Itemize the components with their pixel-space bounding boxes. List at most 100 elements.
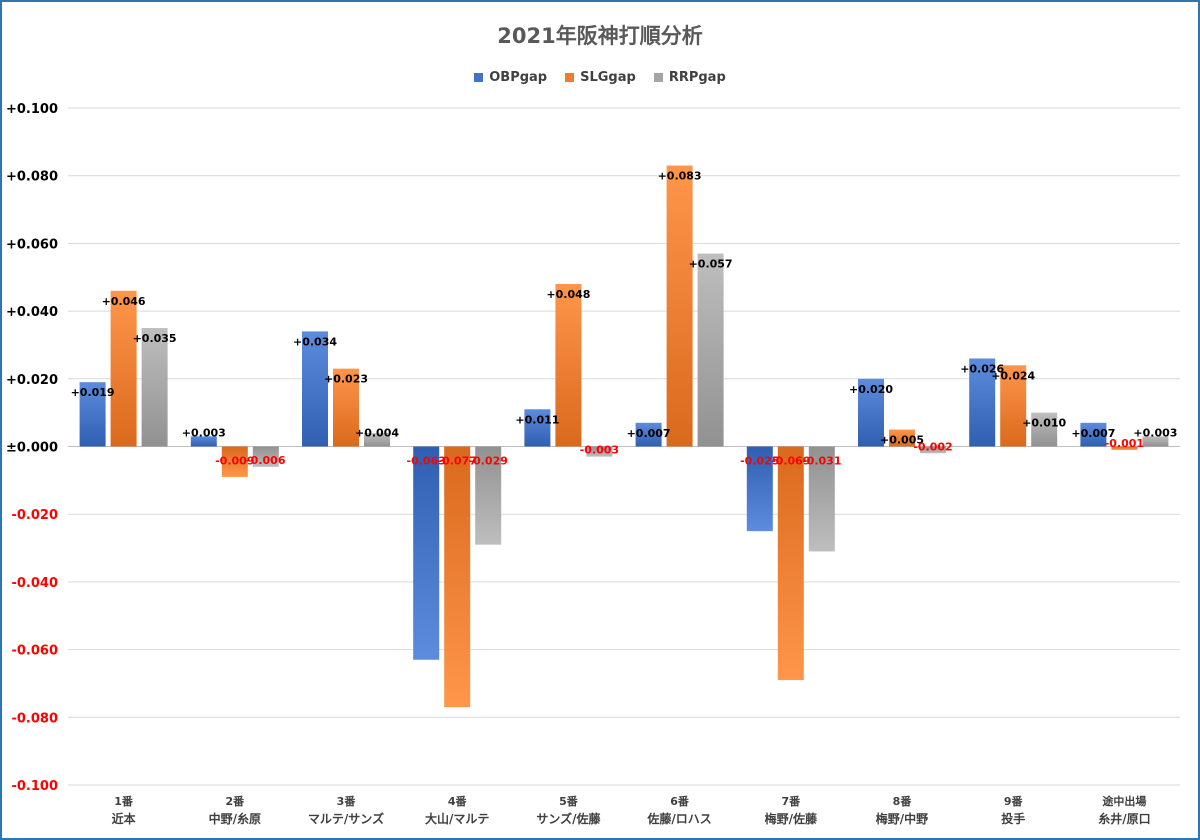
x-tick-label: 3番 xyxy=(337,794,357,808)
bar-obpgap xyxy=(302,331,328,447)
bar-slggap xyxy=(1111,446,1138,450)
y-tick-label: +0.040 xyxy=(6,305,58,320)
bar-obpgap xyxy=(635,422,662,447)
data-label: +0.026 xyxy=(960,362,1004,375)
legend-item-rrpgap: RRPgap xyxy=(653,70,726,85)
x-tick-label: 梅野/佐藤 xyxy=(765,811,818,826)
y-tick-label: -0.060 xyxy=(11,644,58,659)
bar-obpgap xyxy=(746,446,773,532)
data-label: +0.024 xyxy=(991,369,1035,382)
bar-obpgap xyxy=(79,382,106,447)
legend-item-slggap: SLGgap xyxy=(565,70,636,85)
bar-rrpgap xyxy=(364,432,390,447)
bar-obpgap xyxy=(969,358,996,447)
bar-slggap xyxy=(110,290,137,447)
data-label: +0.023 xyxy=(324,373,368,386)
data-label: -0.069 xyxy=(771,455,810,468)
data-label: +0.083 xyxy=(658,170,702,183)
data-label: +0.035 xyxy=(133,332,177,345)
x-tick-label: 9番 xyxy=(1004,794,1024,808)
bar-rrpgap xyxy=(1142,436,1169,447)
x-tick-label: マルテ/サンズ xyxy=(308,811,384,826)
data-label: +0.046 xyxy=(102,295,146,308)
y-tick-label: -0.040 xyxy=(11,576,58,591)
bar-rrpgap xyxy=(475,446,502,545)
bar-obpgap xyxy=(1080,422,1107,447)
bar-rrpgap xyxy=(252,446,279,467)
x-tick-label: 大山/マルテ xyxy=(425,811,489,826)
x-tick-label: 佐藤/ロハス xyxy=(646,811,711,826)
chart-title: 2021年阪神打順分析 xyxy=(497,24,703,48)
bar-rrpgap xyxy=(808,446,835,552)
y-tick-label: +0.020 xyxy=(6,373,58,388)
data-label: +0.010 xyxy=(1022,417,1066,430)
bar-slggap xyxy=(889,429,915,447)
legend-item-obpgap: OBPgap xyxy=(474,70,547,85)
data-label: +0.034 xyxy=(293,335,337,348)
data-label: +0.005 xyxy=(880,434,924,447)
data-label: +0.020 xyxy=(849,383,893,396)
bar-obpgap xyxy=(190,436,217,447)
chart-legend: OBPgap SLGgap RRPgap xyxy=(2,70,1198,85)
y-tick-label: +0.060 xyxy=(6,237,58,252)
data-label: -0.063 xyxy=(407,455,446,468)
x-tick-label: 4番 xyxy=(448,794,468,808)
data-label: -0.003 xyxy=(580,444,619,457)
data-label: +0.048 xyxy=(546,288,590,301)
bar-slggap xyxy=(666,165,693,447)
data-label: -0.001 xyxy=(1105,437,1144,450)
data-label: -0.006 xyxy=(246,454,286,467)
y-tick-label: -0.080 xyxy=(11,711,58,726)
y-tick-label: -0.100 xyxy=(11,779,58,794)
y-tick-label: +0.100 xyxy=(6,102,58,117)
data-label: +0.003 xyxy=(182,427,226,440)
bar-rrpgap xyxy=(1031,412,1058,447)
data-label: -0.025 xyxy=(740,455,779,468)
bar-obpgap xyxy=(858,378,884,447)
data-label: -0.031 xyxy=(802,455,841,468)
data-label: -0.002 xyxy=(913,440,952,453)
bar-slggap xyxy=(777,446,804,681)
legend-label-slggap: SLGgap xyxy=(580,70,636,85)
data-label: +0.011 xyxy=(515,413,559,426)
legend-swatch-rrpgap xyxy=(653,73,663,82)
bar-slggap xyxy=(555,284,582,447)
legend-swatch-slggap xyxy=(565,73,575,82)
x-tick-label: 2番 xyxy=(225,794,245,808)
bar-obpgap xyxy=(524,409,551,447)
y-tick-label: +0.080 xyxy=(6,170,58,185)
data-label: +0.007 xyxy=(1071,427,1115,440)
data-label: +0.003 xyxy=(1133,427,1177,440)
bar-rrpgap xyxy=(697,253,724,447)
x-tick-label: 梅野/中野 xyxy=(876,811,928,826)
legend-label-rrpgap: RRPgap xyxy=(668,70,726,85)
bar-slggap xyxy=(221,446,248,477)
bar-rrpgap xyxy=(141,328,168,447)
data-label: +0.019 xyxy=(71,386,115,399)
bar-slggap xyxy=(1000,365,1027,447)
bar-obpgap xyxy=(413,446,440,660)
x-tick-label: 1番 xyxy=(114,794,134,808)
x-tick-label: 投手 xyxy=(1001,811,1025,826)
bar-slggap xyxy=(444,446,471,708)
x-tick-label: 6番 xyxy=(670,794,690,808)
legend-swatch-obpgap xyxy=(474,73,484,82)
bar-rrpgap xyxy=(920,446,946,454)
x-tick-label: 近本 xyxy=(112,811,136,826)
bar-rrpgap xyxy=(586,446,613,457)
y-tick-label: ±0.000 xyxy=(6,441,58,456)
x-tick-label: 糸井/原口 xyxy=(1098,811,1150,826)
x-tick-label: 8番 xyxy=(893,794,913,808)
data-label: +0.004 xyxy=(355,427,399,440)
x-tick-label: サンズ/佐藤 xyxy=(536,811,601,826)
x-tick-label: 5番 xyxy=(559,794,579,808)
data-label: -0.077 xyxy=(438,455,477,468)
data-label: -0.009 xyxy=(215,455,254,468)
data-label: -0.029 xyxy=(469,455,508,468)
y-tick-label: -0.020 xyxy=(11,508,58,523)
x-tick-label: 途中出場 xyxy=(1102,794,1146,808)
data-label: +0.057 xyxy=(689,258,733,271)
bar-slggap xyxy=(333,368,359,447)
